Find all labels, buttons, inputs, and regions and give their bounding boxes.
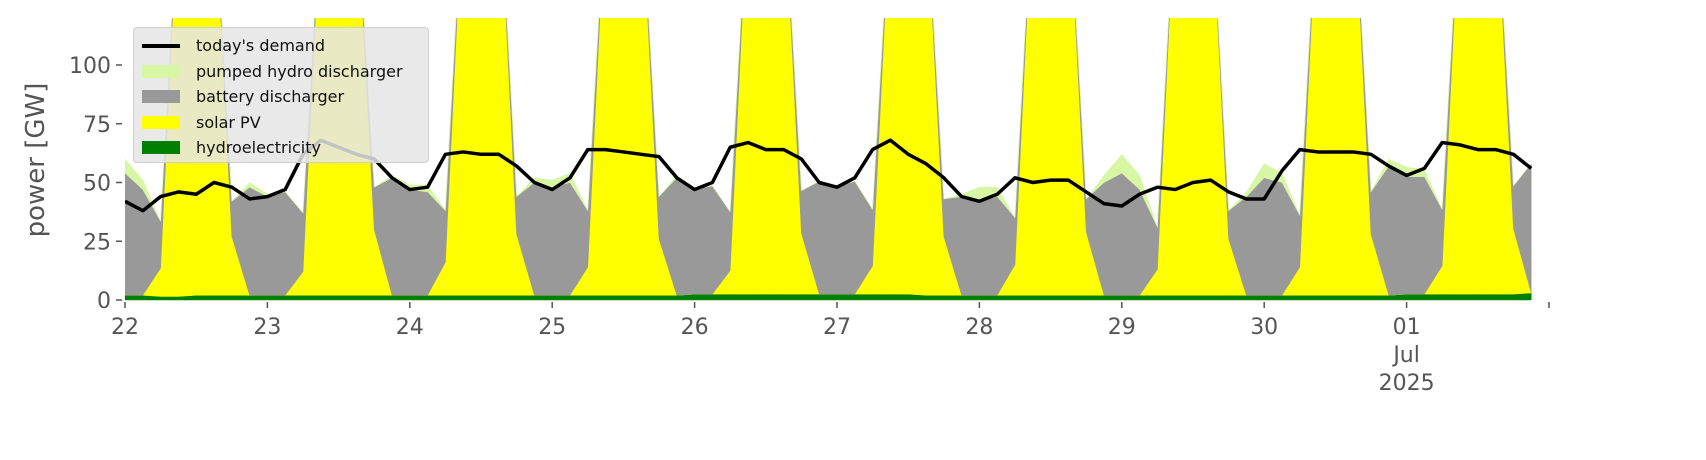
y-axis-label: power [GW] bbox=[21, 83, 51, 238]
x-tick-label: 26 bbox=[680, 315, 709, 340]
legend-label: solar PV bbox=[196, 112, 261, 132]
x-tick-label: 01 Jul 2025 bbox=[1378, 315, 1435, 396]
legend-swatch bbox=[142, 64, 180, 78]
legend-label: today's demand bbox=[196, 36, 325, 56]
legend-label: battery discharger bbox=[196, 87, 345, 107]
legend-swatch bbox=[142, 43, 180, 48]
y-tick-label: 0 bbox=[97, 289, 111, 314]
x-tick-label: 30 bbox=[1250, 315, 1279, 340]
legend-entry: solar PV bbox=[142, 110, 420, 136]
plot-area bbox=[125, 18, 1533, 301]
y-tick-label: 25 bbox=[83, 230, 111, 255]
x-tick-label: 28 bbox=[965, 315, 994, 340]
x-tick-label: 29 bbox=[1107, 315, 1136, 340]
legend: today's demand pumped hydro discharger bat… bbox=[133, 27, 429, 163]
area-1 bbox=[125, 18, 1532, 228]
y-tick-label: 75 bbox=[83, 113, 111, 138]
legend-label: pumped hydro discharger bbox=[196, 61, 403, 81]
legend-swatch bbox=[142, 115, 180, 129]
legend-entry: today's demand bbox=[142, 33, 420, 59]
legend-entry: hydroelectricity bbox=[142, 135, 420, 161]
x-tick-label: 23 bbox=[253, 315, 282, 340]
legend-swatch bbox=[142, 90, 180, 104]
legend-label: hydroelectricity bbox=[196, 138, 321, 158]
legend-swatch bbox=[142, 141, 180, 155]
x-tick-label: 27 bbox=[823, 315, 851, 340]
y-tick-label: 50 bbox=[83, 172, 111, 197]
x-tick-label: 24 bbox=[395, 315, 424, 340]
area-2 bbox=[125, 18, 1532, 296]
legend-entry: battery discharger bbox=[142, 84, 420, 110]
legend-entry: pumped hydro discharger bbox=[142, 59, 420, 85]
y-tick-label: 100 bbox=[69, 54, 111, 79]
x-tick-label: 25 bbox=[538, 315, 567, 340]
x-tick-label: 22 bbox=[111, 315, 139, 340]
